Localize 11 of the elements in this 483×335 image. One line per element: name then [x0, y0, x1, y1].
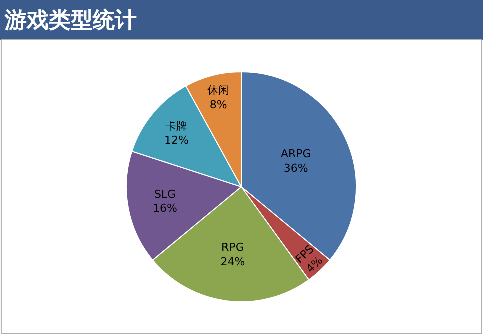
- slice-label: 卡牌: [166, 120, 188, 133]
- chart-title: 游戏类型统计: [4, 8, 137, 34]
- data-label: 16%: [153, 202, 178, 216]
- data-label: 8%: [210, 98, 228, 112]
- slice-label: ARPG: [280, 148, 312, 161]
- slice-label: 休闲: [208, 84, 230, 98]
- data-label: 12%: [164, 134, 189, 148]
- data-label: 36%: [284, 162, 308, 175]
- slice-label: RPG: [222, 241, 244, 254]
- slice-label: SLG: [154, 188, 176, 201]
- data-label: 24%: [220, 255, 246, 268]
